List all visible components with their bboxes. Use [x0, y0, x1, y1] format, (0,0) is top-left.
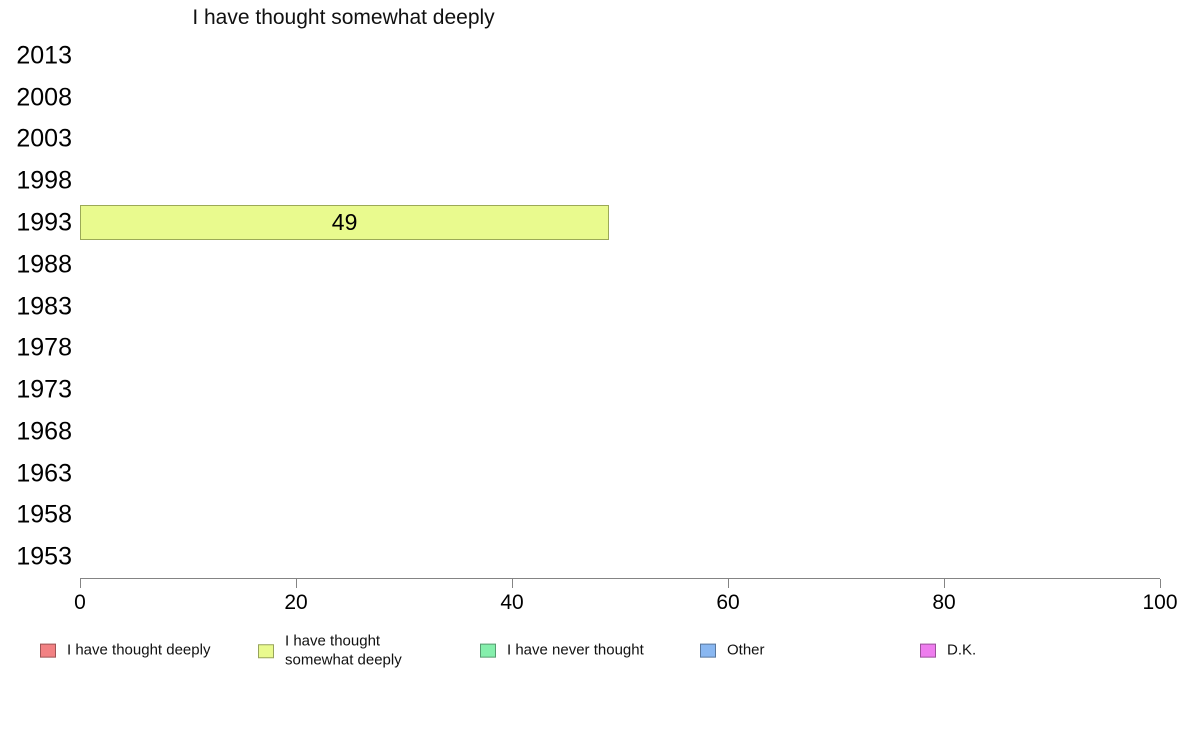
y-axis-label-1988: 1988	[16, 250, 72, 279]
legend-item-i-have-never-thought: I have never thought	[480, 642, 644, 661]
x-axis-tick-80	[944, 579, 945, 588]
legend-label-i-have-thought-somewhat-deeply: I have thought somewhat deeply	[285, 632, 402, 668]
x-axis-tick-60	[728, 579, 729, 588]
y-axis-label-1963: 1963	[16, 459, 72, 488]
legend-item-other: Other	[700, 642, 765, 661]
x-axis-tick-label-20: 20	[284, 591, 308, 614]
y-axis-label-1973: 1973	[16, 375, 72, 404]
legend-swatch-i-have-thought-deeply	[40, 644, 56, 658]
legend-swatch-i-have-thought-somewhat-deeply	[258, 644, 274, 658]
y-axis-label-2003: 2003	[16, 124, 72, 153]
legend-label-other: Other	[727, 641, 765, 659]
bar-1993-i-have-thought-somewhat-deeply: 49	[80, 205, 610, 241]
x-axis-line	[80, 578, 1160, 579]
x-axis-tick-label-100: 100	[1142, 591, 1178, 614]
legend-label-i-have-never-thought: I have never thought	[507, 641, 644, 659]
legend-swatch-d-k	[920, 644, 936, 658]
chart-title: I have thought somewhat deeply	[192, 6, 495, 29]
x-axis-tick-0	[80, 579, 81, 588]
y-axis-label-1968: 1968	[16, 417, 72, 446]
x-axis-tick-label-80: 80	[932, 591, 956, 614]
legend-swatch-other	[700, 644, 716, 658]
y-axis-label-1958: 1958	[16, 500, 72, 529]
y-axis-label-1978: 1978	[16, 333, 72, 362]
y-axis-label-1993: 1993	[16, 208, 72, 237]
y-axis-label-2013: 2013	[16, 41, 72, 70]
x-axis-tick-label-60: 60	[716, 591, 740, 614]
bar-value-label: 49	[331, 209, 358, 236]
legend-label-i-have-thought-deeply: I have thought deeply	[67, 641, 211, 659]
legend-item-i-have-thought-somewhat-deeply: I have thought somewhat deeply	[258, 632, 409, 670]
legend-item-i-have-thought-deeply: I have thought deeply	[40, 642, 210, 661]
legend-swatch-i-have-never-thought	[480, 644, 496, 658]
x-axis-tick-label-40: 40	[500, 591, 524, 614]
y-axis-label-1953: 1953	[16, 542, 72, 571]
x-axis-tick-100	[1160, 579, 1161, 588]
legend-item-d-k: D.K.	[920, 642, 976, 661]
y-axis-label-1998: 1998	[16, 166, 72, 195]
y-axis-label-1983: 1983	[16, 292, 72, 320]
legend-label-d-k: D.K.	[947, 641, 977, 659]
x-axis-tick-20	[296, 579, 297, 588]
y-axis-label-2008: 2008	[16, 83, 72, 112]
x-axis-tick-label-0: 0	[74, 591, 86, 614]
x-axis-tick-40	[512, 579, 513, 588]
